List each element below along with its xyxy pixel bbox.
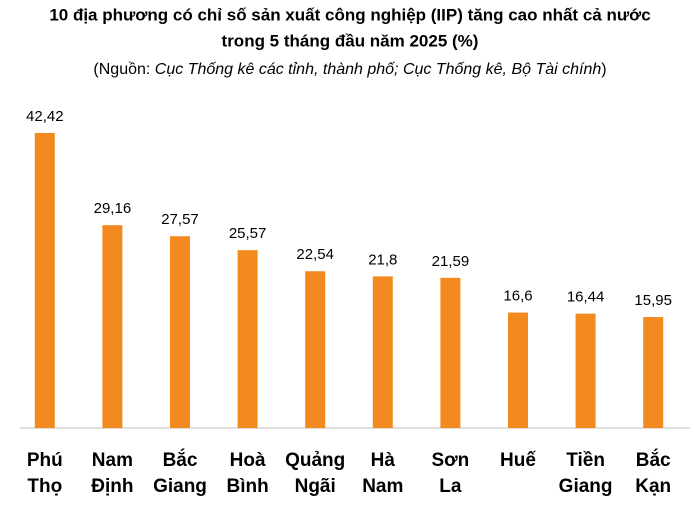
x-tick-label: Thọ — [27, 476, 62, 497]
chart-title: trong 5 tháng đầu năm 2025 (%) — [222, 31, 479, 50]
bar — [102, 225, 123, 428]
x-tick-label: Huế — [500, 450, 536, 471]
bar — [440, 277, 461, 428]
bar — [508, 312, 528, 428]
bar — [34, 132, 55, 429]
x-tick-label: Nam — [92, 450, 133, 471]
x-tick-label: Giang — [153, 476, 207, 497]
value-label: 16,44 — [567, 289, 605, 306]
bar — [643, 317, 664, 428]
value-label: 21,59 — [432, 253, 470, 270]
subtitle-part: (Nguồn: — [93, 61, 154, 78]
x-tick-label: Ngãi — [295, 476, 336, 497]
x-tick-label: Hoà — [230, 450, 266, 471]
bar — [575, 313, 596, 428]
value-label: 42,42 — [26, 108, 64, 125]
x-tick-label: Quảng — [285, 450, 345, 471]
x-tick-label: Tiền — [566, 450, 605, 471]
x-tick-label: Bắc — [163, 449, 198, 471]
chart-subtitle: (Nguồn: Cục Thống kê các tỉnh, thành phố… — [93, 61, 606, 78]
value-label: 21,8 — [368, 251, 397, 268]
x-tick-label: Sơn — [432, 450, 470, 471]
x-tick-label: La — [439, 476, 462, 497]
x-tick-label: Giang — [559, 476, 613, 497]
x-tick-label: Hà — [371, 450, 396, 471]
bar — [237, 250, 258, 428]
value-label: 27,57 — [161, 211, 199, 228]
x-tick-label: Bắc — [636, 449, 671, 471]
value-label: 15,95 — [634, 292, 672, 309]
subtitle-part: Cục Thống kê các tỉnh, thành phố; Cục Th… — [155, 61, 602, 78]
subtitle-part: ) — [601, 61, 606, 78]
x-tick-label: Bình — [226, 476, 268, 497]
value-label: 29,16 — [94, 200, 132, 217]
chart-title: 10 địa phương có chỉ số sản xuất công ng… — [49, 5, 650, 24]
x-tick-label: Nam — [362, 476, 403, 497]
x-tick-label: Kạn — [635, 476, 671, 497]
bar — [170, 236, 190, 428]
x-tick-label: Định — [91, 476, 133, 497]
value-label: 16,6 — [503, 288, 532, 305]
value-label: 22,54 — [296, 246, 334, 263]
bar — [305, 271, 326, 428]
x-tick-label: Phú — [27, 450, 63, 471]
bar — [372, 276, 393, 428]
value-label: 25,57 — [229, 225, 267, 242]
